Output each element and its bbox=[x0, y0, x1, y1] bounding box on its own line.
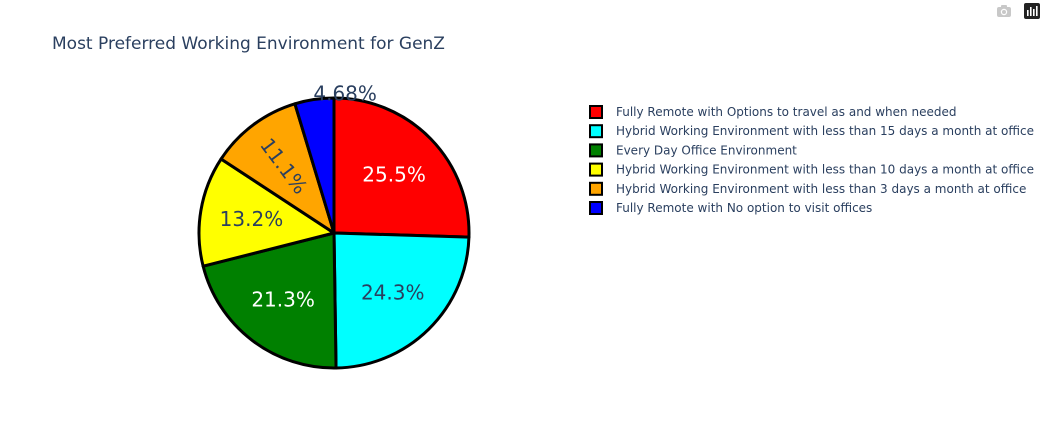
plotly-logo-icon[interactable] bbox=[1023, 2, 1041, 20]
legend: Fully Remote with Options to travel as a… bbox=[589, 105, 1034, 215]
pie-slice[interactable] bbox=[332, 231, 471, 370]
chart-title: Most Preferred Working Environment for G… bbox=[52, 34, 445, 54]
pie-slice[interactable] bbox=[219, 102, 336, 235]
legend-swatch bbox=[589, 181, 603, 196]
slice-label: 24.3% bbox=[361, 281, 425, 305]
legend-label: Hybrid Working Environment with less tha… bbox=[616, 124, 1034, 138]
legend-label: Hybrid Working Environment with less tha… bbox=[616, 182, 1026, 196]
legend-label: Every Day Office Environment bbox=[616, 143, 797, 157]
legend-label: Fully Remote with Options to travel as a… bbox=[616, 105, 956, 119]
modebar bbox=[995, 2, 1041, 20]
legend-swatch bbox=[589, 201, 603, 215]
legend-item[interactable]: Fully Remote with Options to travel as a… bbox=[589, 105, 956, 119]
legend-swatch bbox=[589, 162, 603, 177]
legend-label: Hybrid Working Environment with less tha… bbox=[616, 163, 1034, 177]
legend-label: Fully Remote with No option to visit off… bbox=[616, 201, 872, 215]
slice-label: 25.5% bbox=[362, 163, 426, 187]
legend-item[interactable]: Fully Remote with No option to visit off… bbox=[589, 201, 872, 215]
legend-swatch bbox=[589, 105, 603, 119]
legend-swatch bbox=[589, 143, 603, 158]
legend-item[interactable]: Every Day Office Environment bbox=[589, 143, 797, 158]
pie-slice[interactable] bbox=[201, 231, 338, 370]
legend-item[interactable]: Hybrid Working Environment with less tha… bbox=[589, 162, 1034, 177]
slice-label: 4.68% bbox=[313, 82, 377, 106]
legend-swatch bbox=[589, 124, 603, 139]
pie-slice[interactable] bbox=[197, 157, 336, 268]
pie-slice[interactable] bbox=[332, 96, 471, 239]
legend-item[interactable]: Hybrid Working Environment with less tha… bbox=[589, 124, 1034, 139]
slice-label: 21.3% bbox=[251, 287, 315, 311]
pie-slice[interactable] bbox=[293, 96, 336, 235]
slice-label: 13.2% bbox=[220, 207, 284, 231]
pie-slices bbox=[197, 96, 471, 370]
legend-item[interactable]: Hybrid Working Environment with less tha… bbox=[589, 181, 1026, 196]
camera-icon[interactable] bbox=[995, 2, 1013, 20]
